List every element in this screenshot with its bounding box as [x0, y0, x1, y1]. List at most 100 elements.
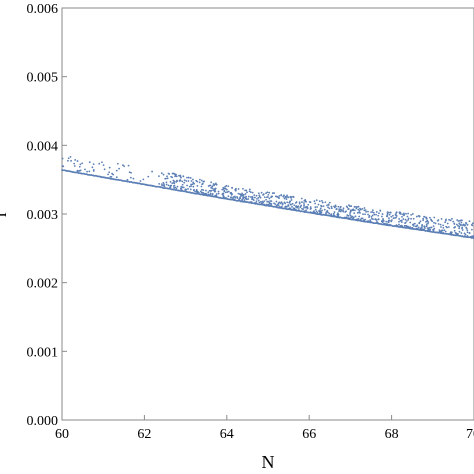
data-point [333, 206, 336, 209]
data-point [458, 227, 461, 230]
data-point [381, 215, 383, 218]
data-point [429, 228, 432, 231]
data-point [205, 189, 207, 192]
data-point [426, 220, 428, 223]
data-point [217, 192, 220, 195]
data-point [247, 198, 250, 200]
data-point [196, 185, 199, 187]
data-point [471, 235, 474, 238]
data-point [259, 200, 262, 203]
data-point [162, 173, 165, 176]
data-point [79, 163, 82, 166]
data-point [223, 187, 226, 190]
data-point [224, 197, 227, 199]
data-point [242, 194, 245, 197]
data-point [244, 193, 247, 195]
data-point [309, 206, 312, 208]
data-point [461, 229, 464, 231]
data-point [192, 178, 194, 181]
data-point [265, 196, 268, 199]
data-point [129, 176, 132, 179]
data-point [315, 210, 318, 213]
data-point [162, 181, 165, 184]
data-point [213, 188, 216, 190]
data-point [265, 198, 267, 201]
x-axis-label: N [262, 452, 275, 472]
data-point [401, 215, 403, 218]
data-point [328, 212, 331, 215]
data-point [267, 193, 270, 196]
data-point [282, 195, 285, 198]
data-point [251, 191, 254, 194]
data-point [239, 196, 241, 199]
data-point [423, 215, 426, 218]
data-point [169, 186, 172, 188]
data-point [452, 220, 455, 223]
data-point [78, 169, 81, 172]
data-point [396, 224, 399, 227]
data-point [199, 190, 202, 193]
data-point [215, 182, 217, 185]
data-point [407, 217, 410, 220]
data-point [317, 203, 320, 206]
data-point [418, 222, 421, 225]
data-point [116, 162, 119, 165]
data-point [270, 204, 272, 206]
data-point [466, 229, 469, 232]
data-point [209, 192, 212, 195]
data-point [246, 191, 248, 194]
data-point [335, 208, 338, 211]
data-point [289, 200, 291, 203]
data-point [172, 179, 175, 182]
data-point [391, 214, 394, 217]
y-axis-ticks: 0.000 0.001 0.002 0.003 0.004 0.005 0.006 [27, 2, 67, 429]
data-point [349, 214, 352, 217]
data-point [232, 196, 235, 198]
data-point [457, 220, 460, 222]
data-point [390, 215, 393, 218]
data-point [400, 221, 403, 224]
data-point [370, 217, 373, 220]
data-point [453, 229, 456, 232]
data-point [173, 184, 176, 187]
data-point [254, 196, 256, 199]
data-point [403, 212, 405, 215]
data-point [270, 195, 273, 198]
data-point [298, 201, 301, 204]
data-point [325, 212, 327, 215]
data-point [442, 226, 445, 229]
data-point [192, 185, 195, 188]
data-point [295, 208, 297, 211]
data-point [413, 222, 416, 225]
data-point [454, 226, 456, 228]
data-point [183, 179, 186, 181]
data-point [347, 208, 350, 210]
data-point [457, 233, 459, 235]
data-point [303, 206, 305, 209]
data-point [126, 178, 129, 181]
data-point [410, 213, 413, 216]
data-point [433, 227, 436, 230]
x-tick-label: 68 [385, 427, 399, 442]
data-point [250, 196, 252, 198]
data-point [330, 207, 333, 210]
data-point [181, 186, 184, 189]
data-point [448, 218, 450, 221]
data-point [347, 217, 350, 219]
data-point [161, 184, 164, 187]
data-point [257, 192, 260, 195]
data-point [338, 210, 341, 213]
data-point [373, 213, 376, 216]
data-point [273, 192, 275, 194]
data-point [432, 225, 435, 228]
data-point [318, 212, 321, 215]
data-point [268, 197, 271, 200]
data-point [227, 190, 230, 193]
data-point [405, 220, 408, 222]
data-point [250, 201, 253, 203]
data-point [368, 214, 371, 217]
data-point [411, 213, 414, 215]
data-point [349, 211, 352, 214]
x-tick-label: 66 [302, 427, 316, 442]
data-point [62, 165, 65, 168]
